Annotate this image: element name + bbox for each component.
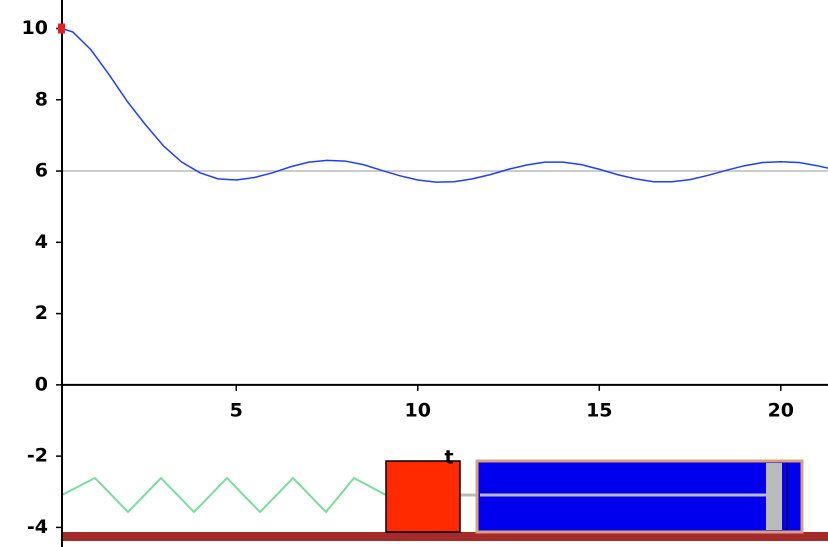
y-tick-label: 4 bbox=[35, 231, 48, 253]
mass bbox=[386, 461, 460, 532]
y-tick-label: -2 bbox=[27, 445, 48, 467]
y-tick-label: 0 bbox=[35, 373, 48, 395]
annotation: t bbox=[444, 447, 453, 469]
start-marker bbox=[58, 24, 65, 34]
x-tick-label: 15 bbox=[586, 399, 612, 421]
piston bbox=[766, 463, 782, 530]
x-tick-label: 10 bbox=[405, 399, 431, 421]
y-tick-label: -4 bbox=[27, 516, 48, 538]
chart: t -4 -2 0 2 4 6 8 10 5 10 15 20 bbox=[0, 0, 828, 547]
spring bbox=[62, 478, 386, 512]
y-tick-label: 2 bbox=[35, 302, 48, 324]
line bbox=[62, 29, 828, 183]
y-tick-label: 10 bbox=[22, 17, 48, 39]
spring-mass-damper: t bbox=[62, 447, 828, 542]
y-tick-label: 6 bbox=[35, 160, 48, 182]
x-tick-label: 20 bbox=[768, 399, 794, 421]
x-tick-label: 5 bbox=[230, 399, 243, 421]
y-tick-label: 8 bbox=[35, 88, 48, 110]
